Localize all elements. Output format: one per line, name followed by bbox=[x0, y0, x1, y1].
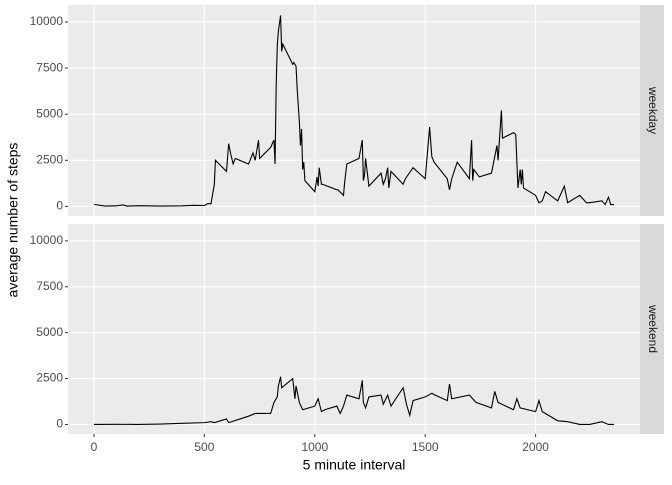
x-tick-label: 2000 bbox=[522, 440, 549, 454]
y-axis-label: average number of steps bbox=[5, 143, 21, 298]
y-tick-label: 10000 bbox=[30, 14, 64, 28]
data-line bbox=[93, 15, 614, 207]
y-tick-label: 5000 bbox=[36, 325, 63, 339]
strip-label: weekday bbox=[646, 86, 660, 134]
strip-background bbox=[640, 5, 664, 216]
x-tick-label: 500 bbox=[194, 440, 214, 454]
x-tick-label: 1000 bbox=[301, 440, 328, 454]
x-tick-label: 1500 bbox=[412, 440, 439, 454]
x-axis-label: 5 minute interval bbox=[303, 457, 406, 473]
y-tick-label: 5000 bbox=[36, 106, 63, 120]
panel-background bbox=[68, 224, 640, 434]
strip-background bbox=[640, 224, 664, 434]
y-tick-label: 7500 bbox=[36, 60, 63, 74]
y-tick-label: 2500 bbox=[36, 152, 63, 166]
x-tick-label: 0 bbox=[91, 440, 98, 454]
y-tick-label: 2500 bbox=[36, 371, 63, 385]
data-line bbox=[93, 376, 614, 426]
strip-label: weekend bbox=[646, 304, 660, 353]
y-tick-label: 10000 bbox=[30, 233, 64, 247]
y-tick-label: 7500 bbox=[36, 279, 63, 293]
panel-background bbox=[68, 5, 640, 216]
y-tick-label: 0 bbox=[56, 417, 63, 431]
y-tick-label: 0 bbox=[56, 199, 63, 213]
